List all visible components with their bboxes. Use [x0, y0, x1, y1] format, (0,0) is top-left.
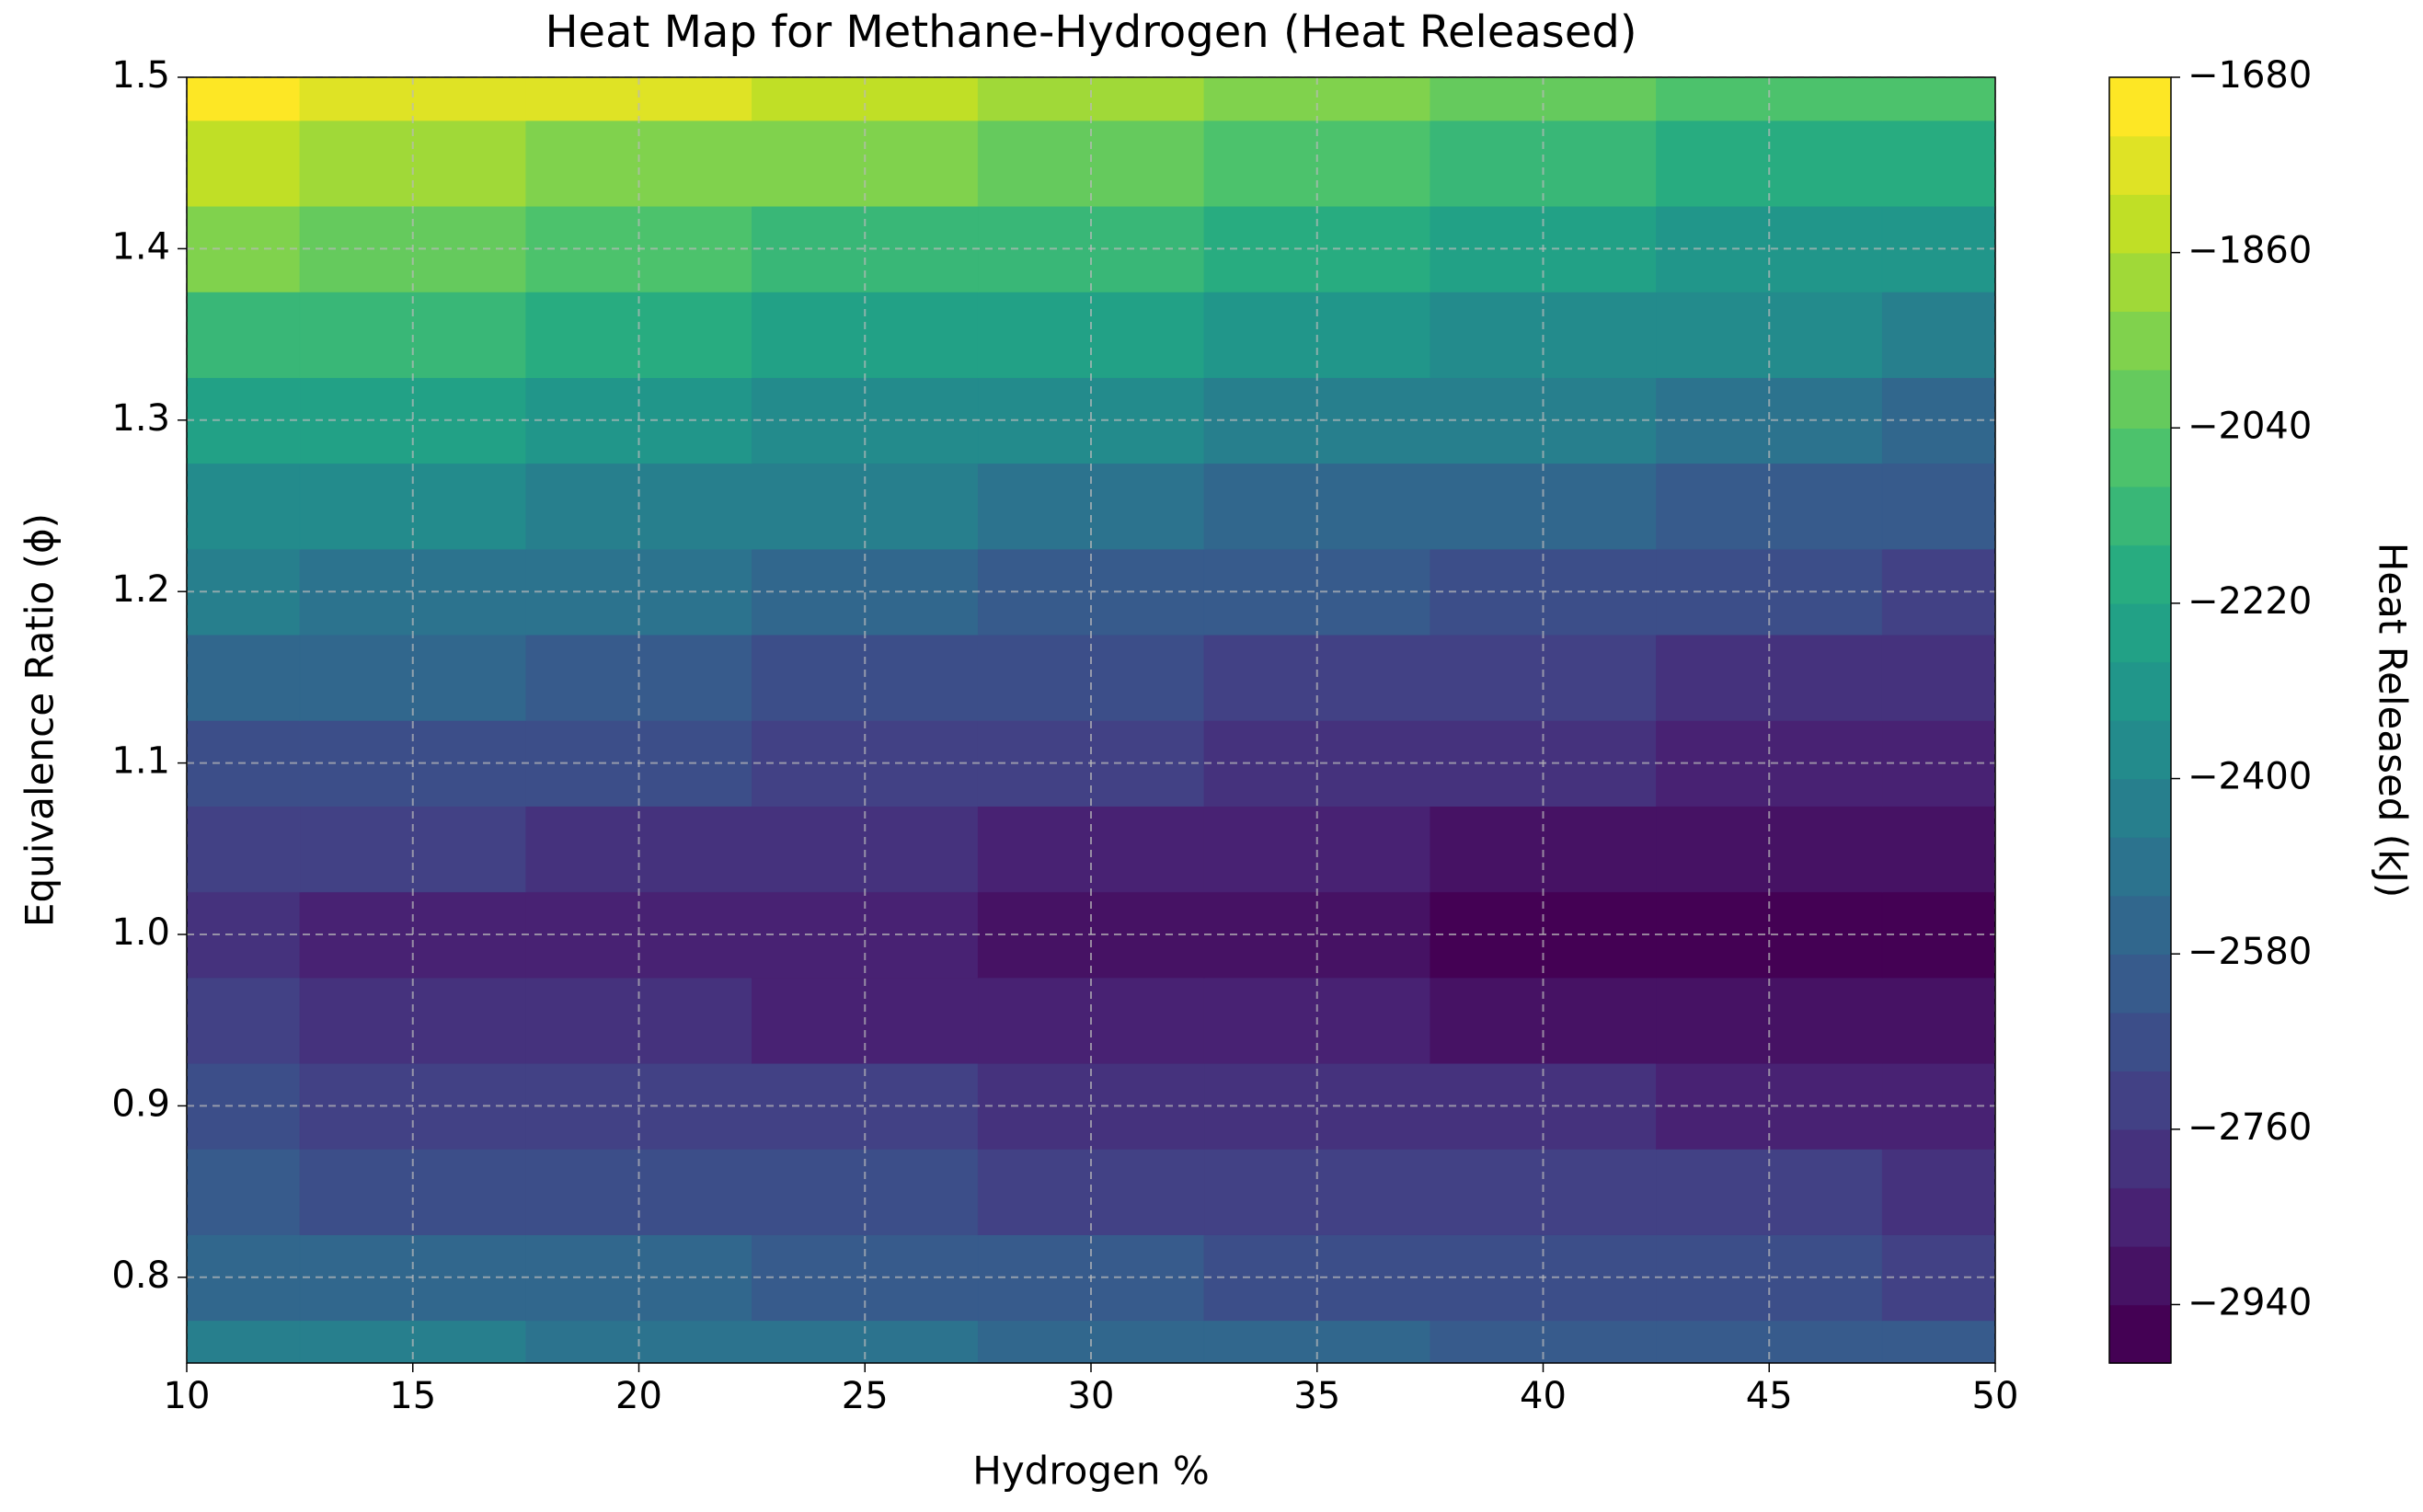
- x-tick-label: 20: [615, 1375, 662, 1417]
- heat-cell: [1881, 1148, 1995, 1235]
- colorbar-tick-label: −2040: [2188, 405, 2312, 447]
- heat-cell: [187, 1148, 301, 1235]
- colorbar-band: [2108, 953, 2172, 1014]
- x-tick-label: 50: [1972, 1375, 2019, 1417]
- colorbar-band: [2108, 1128, 2172, 1189]
- x-tick-label: 25: [842, 1375, 889, 1417]
- colorbar-band: [2108, 661, 2172, 721]
- heat-cell: [187, 463, 301, 550]
- heat-cell: [187, 120, 301, 207]
- heat-cell: [187, 634, 301, 721]
- colorbar-band: [2108, 1187, 2172, 1247]
- colorbar-tick-label: −1680: [2188, 54, 2312, 97]
- colorbar-tick-label: −2760: [2188, 1106, 2312, 1149]
- colorbar-band: [2108, 135, 2172, 195]
- colorbar-band: [2108, 895, 2172, 955]
- y-tick-label: 1.1: [111, 740, 170, 783]
- y-tick-label: 0.8: [111, 1254, 170, 1297]
- heat-cell: [1881, 463, 1995, 550]
- colorbar-band: [2108, 602, 2172, 663]
- colorbar-label: Heat Released (kJ): [2371, 543, 2416, 899]
- colorbar-band: [2108, 486, 2172, 546]
- colorbar-band: [2108, 1304, 2172, 1364]
- heat-cell: [1881, 77, 1995, 121]
- colorbar-tick-label: −2400: [2188, 756, 2312, 798]
- x-tick-label: 30: [1068, 1375, 1115, 1417]
- heat-cell: [1203, 891, 1431, 979]
- colorbar-band: [2108, 193, 2172, 254]
- y-tick-label: 1.0: [111, 911, 170, 954]
- y-axis-label: Equivalence Ratio (ϕ): [17, 513, 63, 927]
- heat-cell: [1881, 291, 1995, 378]
- colorbar-band: [2108, 369, 2172, 430]
- colorbar-band: [2108, 310, 2172, 371]
- x-axis-label: Hydrogen %: [972, 1449, 1210, 1494]
- colorbar-band: [2108, 544, 2172, 604]
- x-tick-label: 45: [1746, 1375, 1793, 1417]
- heat-cell: [1881, 634, 1995, 721]
- x-tick-label: 15: [389, 1375, 436, 1417]
- colorbar-band: [2108, 1245, 2172, 1306]
- colorbar-band: [2108, 1071, 2172, 1130]
- heat-cell: [1881, 805, 1995, 893]
- colorbar-tick-label: −2940: [2188, 1281, 2312, 1323]
- heat-cell: [187, 805, 301, 893]
- colorbar-tick-label: −2580: [2188, 931, 2312, 973]
- y-tick-label: 0.9: [111, 1082, 170, 1125]
- heat-cell: [525, 634, 753, 721]
- y-tick-label: 1.5: [111, 54, 170, 97]
- y-tick-label: 1.4: [111, 225, 170, 268]
- colorbar-band: [2108, 719, 2172, 780]
- heat-cell: [1881, 1320, 1995, 1363]
- heat-cell: [187, 77, 301, 121]
- colorbar-frame: [2108, 76, 2172, 1364]
- plot-frame: [186, 76, 1996, 1364]
- colorbar-band: [2108, 428, 2172, 487]
- heat-cell: [187, 977, 301, 1064]
- colorbar-band: [2108, 778, 2172, 838]
- x-tick-label: 35: [1293, 1375, 1340, 1417]
- heat-cell: [1881, 977, 1995, 1064]
- x-tick-label: 40: [1520, 1375, 1567, 1417]
- y-tick-label: 1.3: [111, 397, 170, 440]
- colorbar-band: [2108, 252, 2172, 312]
- colorbar-band: [2108, 1012, 2172, 1072]
- y-tick-label: 1.2: [111, 568, 170, 611]
- heat-cell: [187, 291, 301, 378]
- colorbar-tick-label: −1860: [2188, 230, 2312, 272]
- colorbar-tick-label: −2220: [2188, 580, 2312, 623]
- chart-title: Heat Map for Methane-Hydrogen (Heat Rele…: [545, 6, 1636, 58]
- heat-cell: [1881, 120, 1995, 207]
- colorbar-band: [2108, 836, 2172, 897]
- x-tick-label: 10: [164, 1375, 211, 1417]
- colorbar-band: [2108, 76, 2172, 137]
